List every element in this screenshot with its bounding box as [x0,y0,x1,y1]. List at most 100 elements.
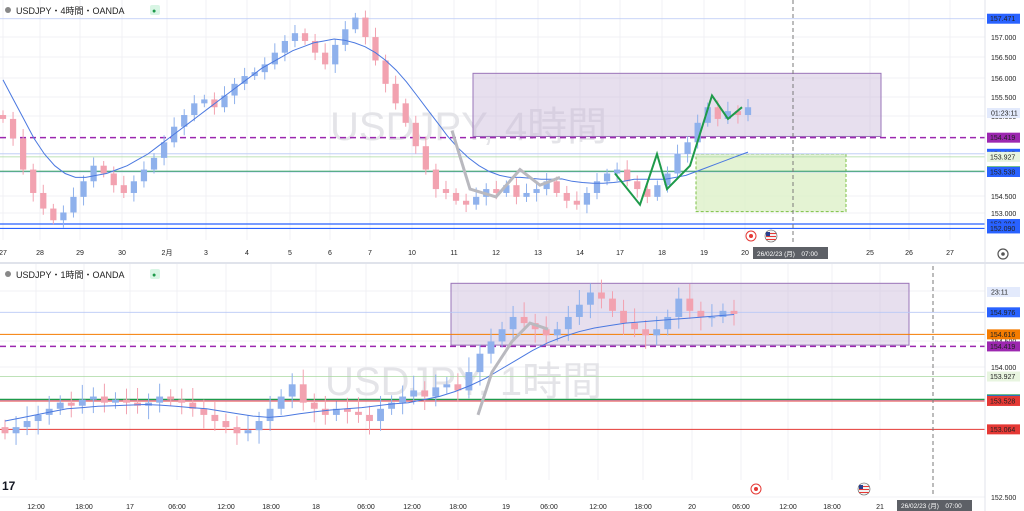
time-tick-label: 12:00 [217,504,235,511]
candle [90,165,97,182]
time-tick-label: 6 [328,250,332,257]
price-badge[interactable] [987,151,1020,162]
time-tick-label: 06:00 [357,504,375,511]
candle [291,33,299,41]
price-badge[interactable] [987,395,1020,406]
candle [452,192,460,201]
time-tick-label: 21 [876,504,884,511]
candle [310,402,318,409]
time-tick-label: 18:00 [262,504,280,511]
candle [498,329,506,342]
candle [402,103,409,123]
candle [631,323,639,330]
candle [603,173,611,182]
price-tick-label: 153.000 [991,211,1016,218]
candle [288,384,296,397]
candle [120,185,127,193]
time-tick-label: 20 [741,250,749,257]
candle [362,17,369,38]
countdown-badge [987,287,1020,297]
candle [266,408,274,422]
candle [520,316,528,324]
time-tick-label: 28 [36,250,44,257]
candle [533,189,540,193]
chart-4h-crosshair-date-text: 26/02/23 (月) 07:00 [757,250,818,258]
candle [100,396,108,403]
price-badge-label: 154.419 [990,344,1015,351]
candle [410,390,418,397]
tradingview-logo[interactable]: 17 [2,479,16,493]
price-badge[interactable] [987,371,1020,382]
price-badge-label: 154.419 [990,135,1015,142]
candle [60,212,67,221]
candle [20,138,27,170]
candle [130,181,137,193]
price-badge[interactable] [987,132,1020,143]
candle [734,111,742,116]
candle [487,341,495,354]
candle [708,316,716,319]
candle [714,107,721,119]
candle [70,196,77,213]
candle [586,292,594,305]
candle [332,44,339,65]
price-badge[interactable] [987,341,1020,352]
candle [553,329,561,336]
chart-1h[interactable]: USDJPY, 1時間 USDJPY・1時間・OANDA ● 155.50015… [0,264,1020,511]
candle [744,107,752,116]
price-badge[interactable] [987,424,1020,435]
candle [167,396,175,400]
candle [134,402,141,406]
candle [523,192,530,197]
candle [465,372,473,391]
candle [443,384,451,388]
candle [684,142,691,154]
supply-zone[interactable] [472,72,882,137]
candle [343,408,351,412]
chart-4h-crosshair-date [753,247,828,259]
price-badge-label: 153.064 [990,427,1015,434]
time-tick-label: 06:00 [168,504,186,511]
price-tick-label: 157.000 [991,35,1016,42]
time-tick-label: 11 [450,250,457,257]
time-tick-label: 5 [288,250,292,257]
candle [191,103,198,116]
pane-divider[interactable] [0,262,1024,264]
us-flag-stripe [859,492,869,493]
countdown-label: 23:11 [991,290,1008,297]
time-tick-label: 30 [118,250,126,257]
price-badge[interactable] [987,307,1020,318]
candle [493,189,500,193]
chart-4h-price-axis[interactable]: 157.000156.500156.000155.500155.000154.5… [987,13,1020,234]
settings-gear-icon[interactable] [997,248,1009,260]
chart-4h-zones [472,72,882,213]
candle [674,154,681,174]
time-tick-label: 12:00 [27,504,45,511]
demand-zone[interactable] [695,153,847,213]
candle [573,200,580,205]
candle [0,115,7,119]
price-badge[interactable] [987,13,1020,24]
candle [644,189,651,197]
chart-1h-crosshair-date-text: 26/02/23 (月) 07:00 [901,502,962,510]
candle [462,200,470,205]
candle [432,387,440,397]
candle [476,353,484,373]
chart-1h-time-axis[interactable]: 12:00 18:00 17 06:00 12:00 18:00 18 06:00 12:00 1… [27,504,884,511]
candle [686,298,694,311]
candle [564,316,572,330]
price-badge[interactable] [987,167,1020,178]
candle [40,192,47,209]
price-badge[interactable] [987,329,1020,340]
chart-4h-time-axis[interactable]: 27 28 29 30 2月 3 4 5 6 7 10 11 12 13 14 17 18 19 20 25 26 27 [0,249,954,257]
chart-1h-price-axis[interactable]: 155.500154.500154.000152.500154.976154.6… [987,287,1020,502]
time-tick-label: 17 [616,250,624,257]
chart-4h[interactable]: USDJPY, 4時間 USDJPY・4時間・OANDA ● 157.000 15… [0,0,1020,260]
candle [697,310,705,317]
candle [503,185,510,193]
price-tick-label: 156.000 [991,76,1016,83]
candle [181,115,188,127]
time-tick-label: 18 [312,504,320,511]
price-badge[interactable] [987,223,1020,234]
candle [542,329,550,336]
